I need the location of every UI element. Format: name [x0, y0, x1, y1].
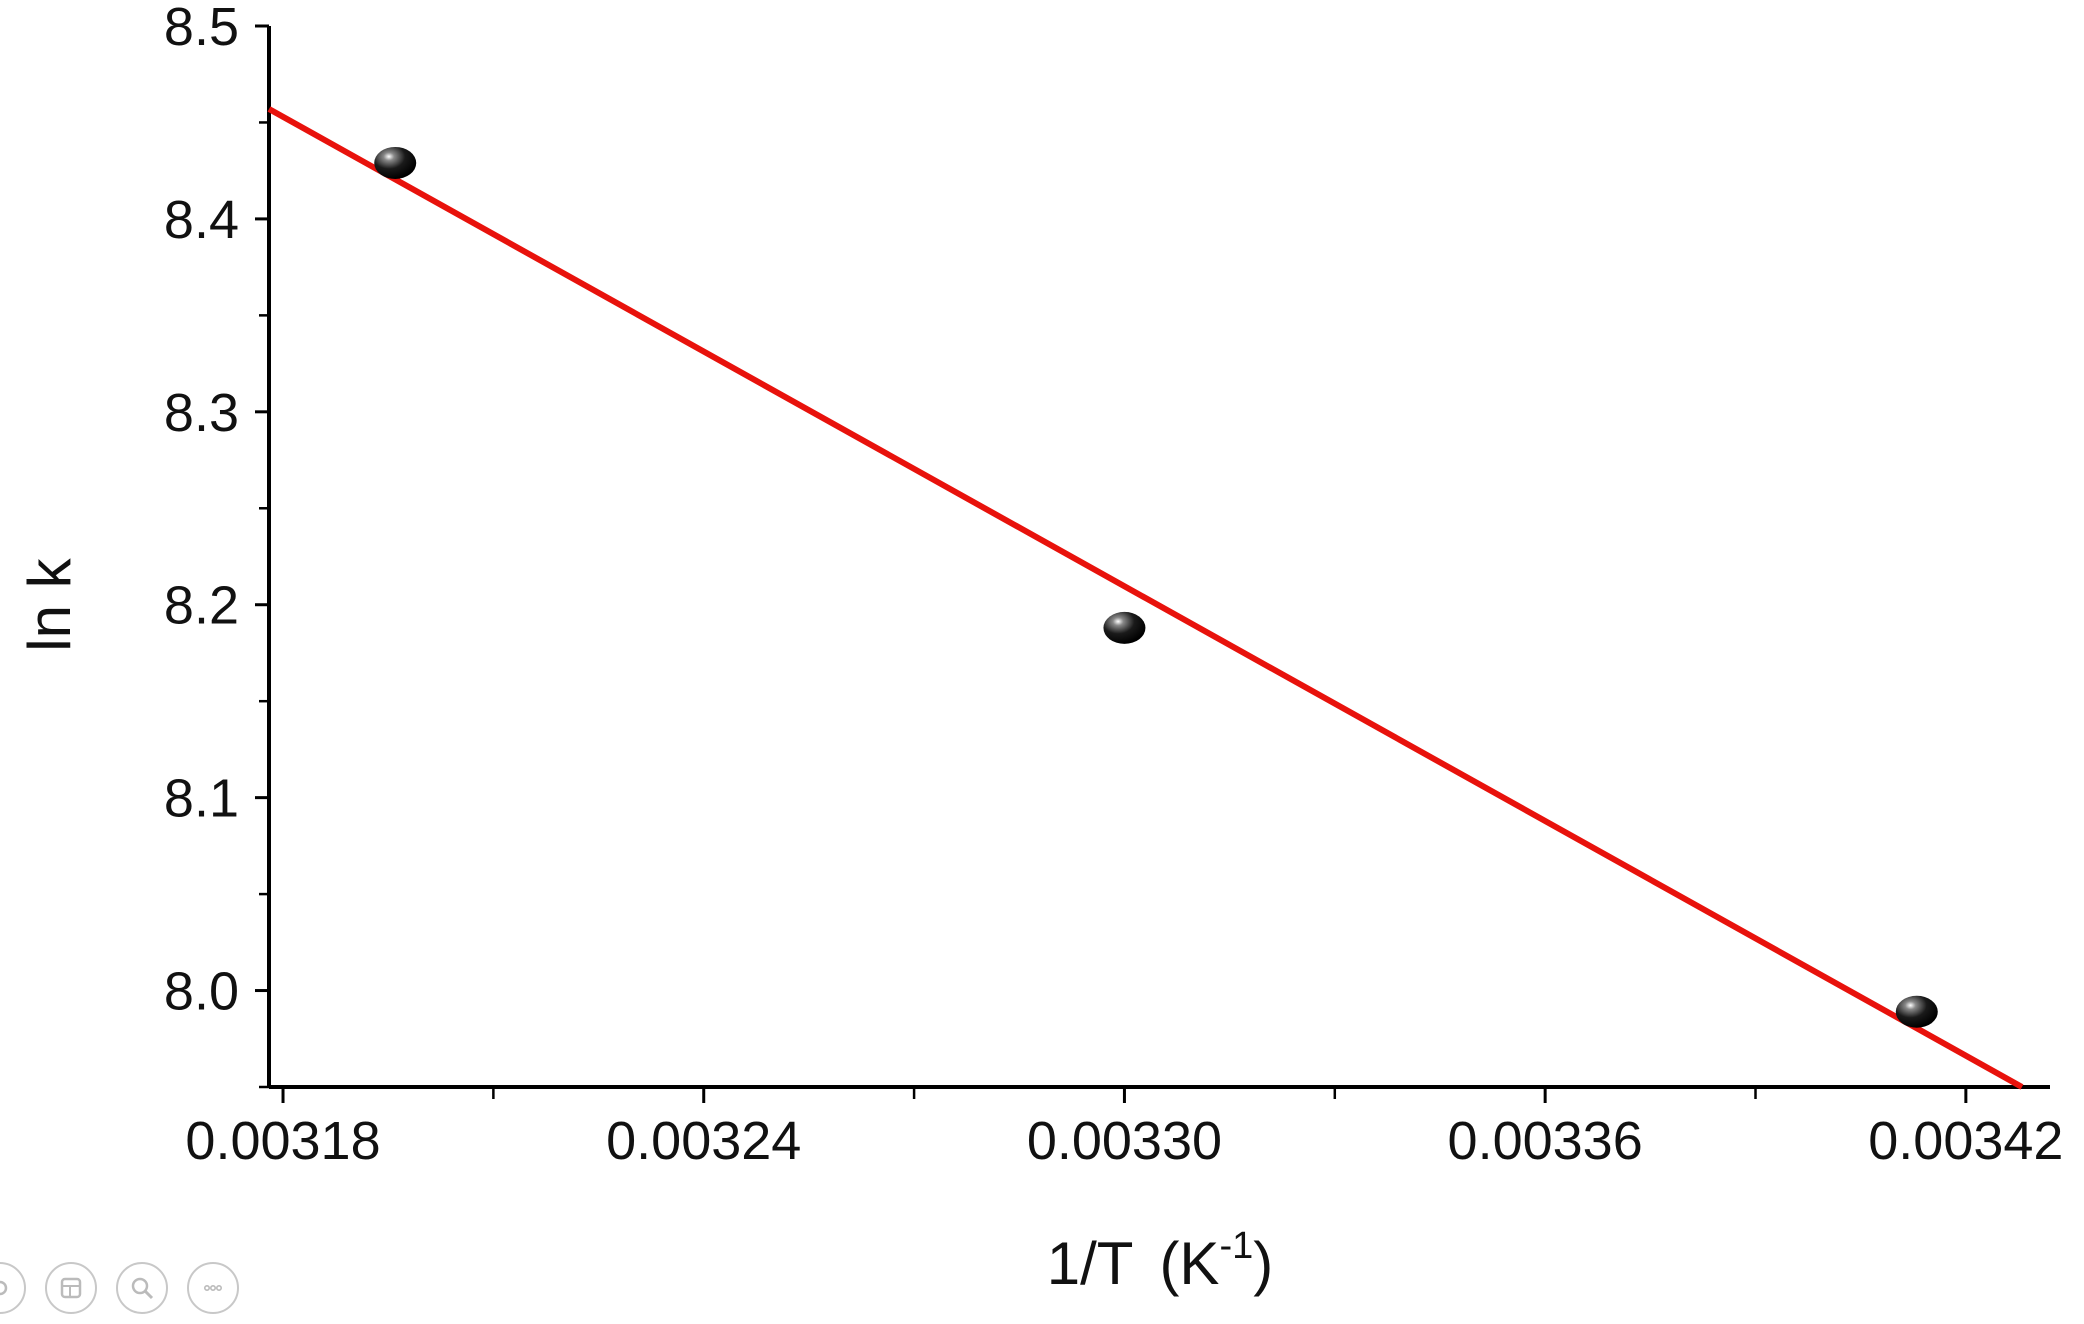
x-tick-label: 0.00330: [1027, 1111, 1222, 1171]
data-point: [374, 146, 417, 179]
x-axis-title-unit: (K: [1159, 1230, 1219, 1297]
y-tick-label: 8.2: [164, 576, 239, 636]
data-point: [1895, 995, 1938, 1028]
y-tick-label: 8.1: [164, 769, 239, 829]
x-tick-label: 0.00318: [185, 1111, 380, 1171]
settings-button[interactable]: [0, 1262, 26, 1314]
x-tick-label: 0.00324: [606, 1111, 801, 1171]
y-tick-label: 8.4: [164, 190, 239, 250]
x-axis-title-unit-exponent: -1: [1219, 1225, 1253, 1267]
more-button[interactable]: [187, 1262, 239, 1314]
settings-icon: [0, 1280, 8, 1296]
y-tick-label: 8.3: [164, 383, 239, 443]
x-tick-label: 0.00342: [1868, 1111, 2063, 1171]
data-point: [1103, 611, 1146, 644]
gallery-button[interactable]: [45, 1262, 97, 1314]
x-axis-title-unit-close: ): [1253, 1230, 1273, 1297]
zoom-icon: [131, 1277, 154, 1300]
more-icon: [204, 1285, 222, 1292]
x-tick-label: 0.00336: [1448, 1111, 1643, 1171]
plot-marks: [267, 106, 2024, 1090]
x-axis-title-main: 1/T: [1047, 1230, 1134, 1297]
axes: [255, 24, 2050, 1103]
y-tick-label: 8.0: [164, 962, 239, 1022]
fit-line: [267, 106, 2024, 1090]
y-tick-label: 8.5: [164, 0, 239, 57]
zoom-button[interactable]: [116, 1262, 168, 1314]
gallery-icon: [60, 1277, 82, 1299]
y-axis-title: ln k: [16, 557, 83, 651]
x-axis-title: 1/T (K-1): [1047, 1225, 1273, 1297]
image-toolbar: [0, 1262, 239, 1314]
tick-labels: 8.0 8.1 8.2 8.3 8.4 8.5 0.00318 0.00324 0.00330 0…: [164, 0, 2064, 1171]
